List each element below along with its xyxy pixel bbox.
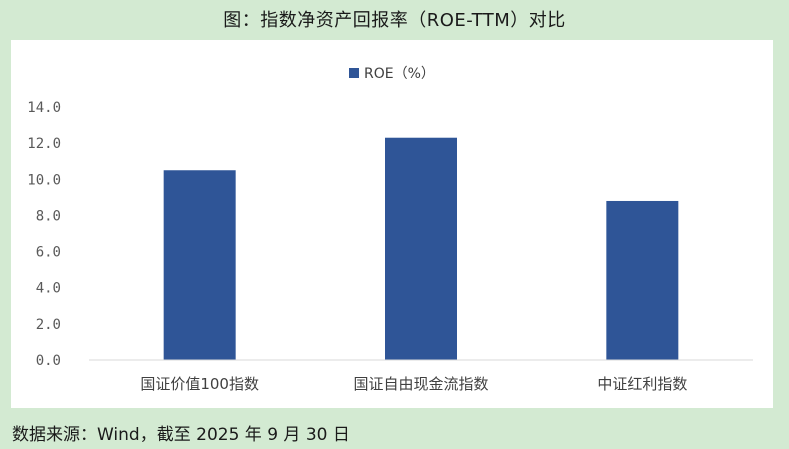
bar	[606, 200, 679, 360]
bars	[163, 137, 679, 360]
y-tick-label: 12.0	[27, 136, 61, 152]
y-tick-label: 14.0	[27, 100, 61, 116]
data-source-note: 数据来源：Wind，截至 2025 年 9 月 30 日	[12, 425, 350, 445]
y-tick-label: 10.0	[27, 172, 61, 188]
bar	[163, 170, 236, 360]
x-category-label: 国证自由现金流指数	[353, 375, 488, 393]
legend-label: ROE（%）	[364, 66, 435, 82]
y-axis-ticks: 0.0 2.0 4.0 6.0 8.0 10.0 12.0 14.0	[27, 100, 61, 369]
bar	[385, 137, 457, 360]
x-category-label: 中证红利指数	[597, 375, 687, 393]
legend-swatch	[349, 68, 359, 78]
y-tick-label: 0.0	[36, 353, 61, 369]
x-category-label: 国证价值100指数	[140, 375, 259, 393]
chart-panel: ROE（%） 0.0 2.0 4.0 6.0 8.0 10.0 12.0 14.0 国证价值1…	[11, 40, 773, 408]
category-labels: 国证价值100指数 国证自由现金流指数 中证红利指数	[140, 375, 687, 393]
bar-chart: ROE（%） 0.0 2.0 4.0 6.0 8.0 10.0 12.0 14.0 国证价值1…	[27, 66, 753, 393]
figure-title: 图：指数净资产回报率（ROE-TTM）对比	[223, 10, 566, 31]
y-tick-label: 8.0	[36, 208, 61, 224]
y-tick-label: 2.0	[36, 317, 61, 333]
y-tick-label: 6.0	[36, 245, 61, 261]
legend: ROE（%）	[349, 66, 435, 82]
y-tick-label: 4.0	[36, 281, 61, 297]
